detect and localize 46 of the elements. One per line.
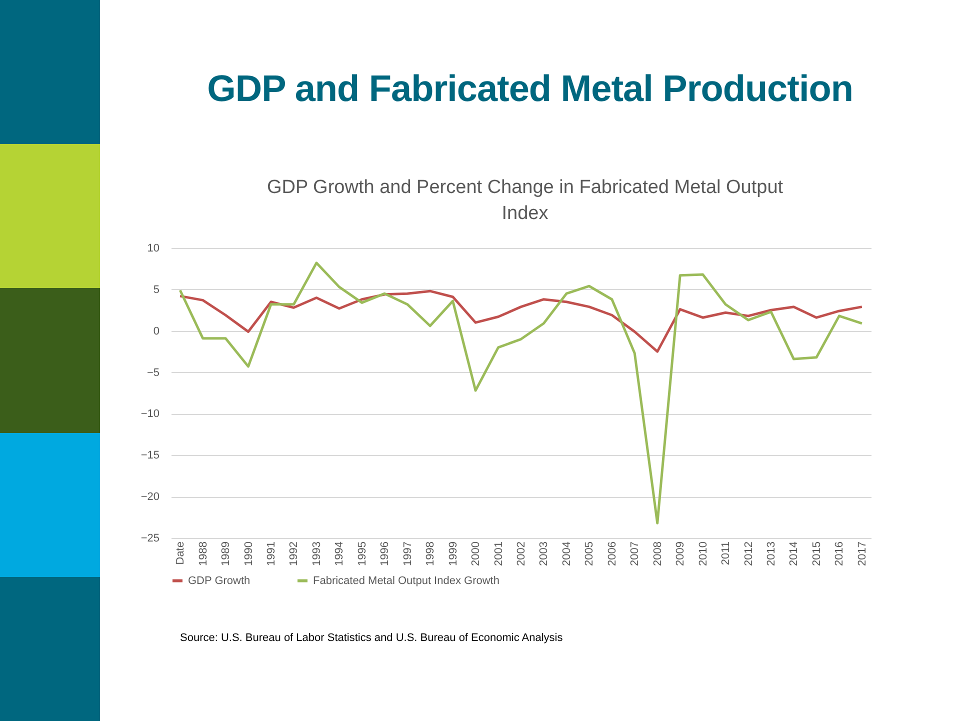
x-tick-label: 2013 [766,542,778,566]
source-note: Source: U.S. Bureau of Labor Statistics and U.S. Bureau of Economic Analysis [180,632,563,644]
chart-title: GDP and Fabricated Metal Production [206,68,854,110]
x-tick-label: 1998 [424,542,437,566]
x-tick-label: 2002 [516,542,528,566]
x-tick-label: 1988 [197,542,210,566]
x-tick-label: 2006 [606,542,618,566]
y-tick-label: −5 [146,366,160,379]
x-tick-label: 1999 [447,542,460,566]
x-tick-label: 1994 [334,542,346,566]
x-tick-label: 2016 [834,542,846,566]
x-tick-label: 1993 [310,542,323,566]
x-tick-label: 2008 [652,542,664,566]
x-tick-label: 2000 [470,542,482,566]
y-tick-label: −20 [140,491,160,504]
x-tick-label: 2001 [492,542,505,566]
x-tick-label: 1995 [356,542,368,566]
y-tick-label: 5 [153,284,160,296]
x-tick-label: 1989 [220,542,232,566]
chart-subtitle: GDP Growth and Percent Change in Fabricated Metal Output Index [266,176,784,226]
x-tick-label: Date [174,542,187,565]
x-tick-label: 2015 [810,542,823,566]
y-tick-label: 10 [147,242,160,254]
y-tick-label: −10 [140,408,160,420]
line-series [178,290,864,353]
x-tick-label: 2005 [584,542,596,566]
x-tick-label: 1991 [266,542,278,566]
x-tick-label: 1990 [242,542,255,566]
y-tick-label: 0 [153,325,160,338]
x-tick-label: 2010 [697,542,710,566]
y-tick-label: −25 [140,532,160,544]
x-tick-label: 2007 [629,542,642,566]
x-tick-label: 1992 [288,542,300,566]
line-series [178,262,864,524]
legend-label: GDP Growth [188,574,250,587]
x-tick-label: 2003 [538,542,550,566]
x-tick-label: 2011 [720,542,732,566]
legend-label: Fabricated Metal Output Index Growth [313,574,500,587]
x-tick-label: 1997 [402,542,414,566]
x-tick-label: 2017 [856,542,868,566]
x-tick-label: 2014 [788,542,800,566]
y-tick-label: −15 [140,450,160,462]
x-tick-label: 2012 [742,542,755,566]
x-tick-label: 2009 [674,542,687,566]
x-tick-label: 2004 [560,542,573,566]
x-tick-label: 1996 [379,542,392,566]
